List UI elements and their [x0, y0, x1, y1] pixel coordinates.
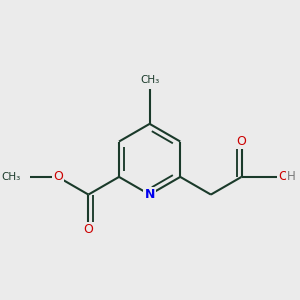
Text: H: H	[287, 170, 296, 183]
Text: O: O	[53, 170, 63, 183]
Text: O: O	[83, 224, 93, 236]
Text: N: N	[144, 188, 155, 201]
Text: CH₃: CH₃	[140, 75, 159, 85]
Text: CH₃: CH₃	[2, 172, 21, 182]
Text: O: O	[278, 170, 288, 183]
Text: O: O	[237, 135, 246, 148]
